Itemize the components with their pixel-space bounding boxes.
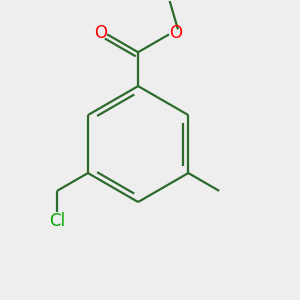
Text: O: O xyxy=(94,24,107,42)
Text: Cl: Cl xyxy=(49,212,65,230)
Text: O: O xyxy=(169,25,182,43)
